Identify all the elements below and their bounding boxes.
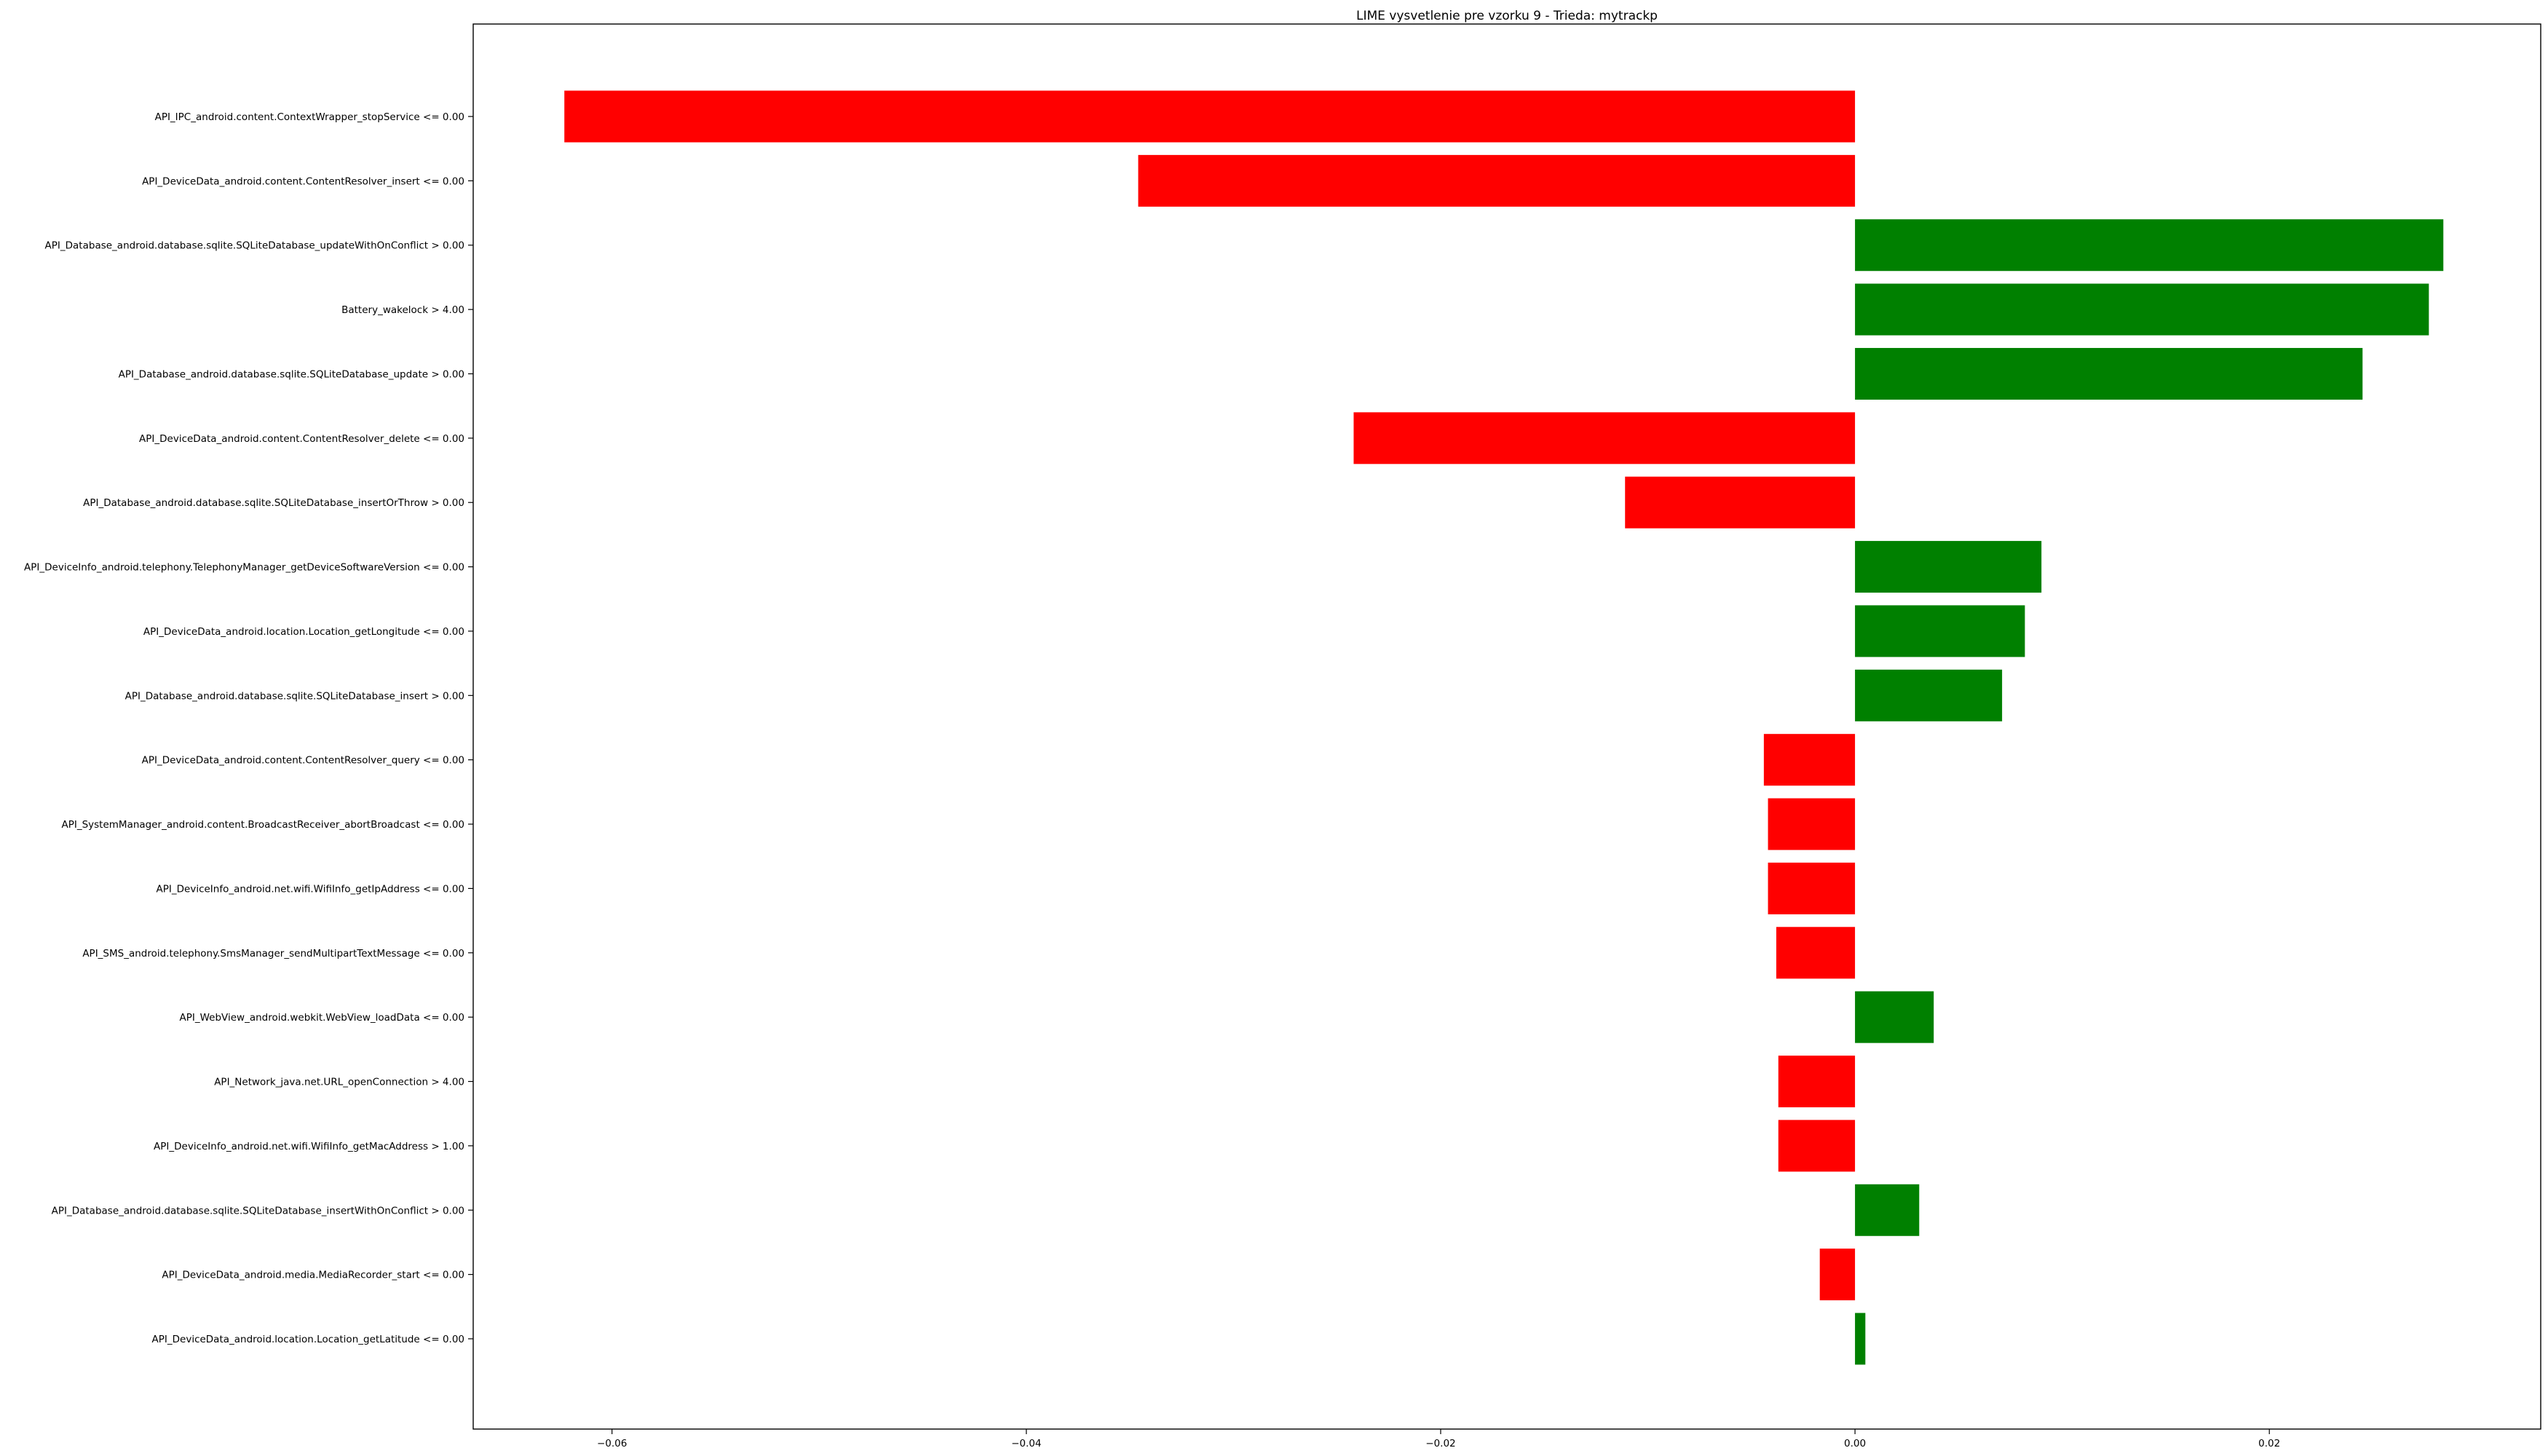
bar [564,90,1856,143]
x-tick-label: −0.04 [1011,1438,1041,1449]
y-tick-label: API_DeviceInfo_android.net.wifi.WifiInfo… [154,1141,464,1152]
y-tick-labels: API_IPC_android.content.ContextWrapper_s… [24,111,473,1345]
chart-title: LIME vysvetlenie pre vzorku 9 - Trieda: … [1356,9,1658,23]
bar [1855,541,2042,593]
y-tick-label: API_DeviceData_android.content.ContentRe… [142,755,464,767]
bar [1855,605,2025,657]
y-tick-label: API_IPC_android.content.ContextWrapper_s… [155,111,464,123]
y-tick-label: API_DeviceData_android.content.ContentRe… [142,175,464,187]
y-tick-label: API_Database_android.database.sqlite.SQL… [45,240,464,252]
bar [1855,669,2003,721]
bar [1819,1249,1856,1301]
bar [1855,1313,1866,1365]
plot-area [472,23,2541,1430]
x-tick-label: −0.02 [1425,1438,1455,1449]
y-tick-label: API_Database_android.database.sqlite.SQL… [83,497,464,509]
y-tick-label: Battery_wakelock > 4.00 [341,304,464,316]
x-tick-label: −0.06 [597,1438,627,1449]
y-tick-label: API_DeviceData_android.media.MediaRecord… [162,1270,464,1281]
bar [1855,219,2444,272]
y-tick-label: API_DeviceData_android.location.Location… [143,626,464,638]
bars-layer [564,90,2444,1365]
y-tick-label: API_SystemManager_android.content.Broadc… [61,819,464,831]
bar [1138,154,1856,207]
bar [1763,734,1856,786]
y-tick-label: API_DeviceData_android.location.Location… [152,1334,464,1345]
y-tick-label: API_DeviceData_android.content.ContentRe… [139,433,464,445]
bar [1776,927,1856,979]
bar [1855,1184,1920,1236]
y-tick-label: API_SMS_android.telephony.SmsManager_sen… [82,948,464,960]
y-tick-label: API_Database_android.database.sqlite.SQL… [125,690,464,702]
bar [1625,476,1856,529]
x-tick-label: 0.02 [2258,1438,2280,1449]
bar [1778,1120,1856,1172]
y-tick-label: API_Network_java.net.URL_openConnection … [214,1077,464,1088]
bar [1353,412,1856,464]
bar [1768,862,1856,914]
y-tick-label: API_Database_android.database.sqlite.SQL… [52,1205,464,1216]
y-tick-label: API_DeviceInfo_android.net.wifi.WifiInfo… [157,883,464,895]
y-tick-label: API_Database_android.database.sqlite.SQL… [119,368,464,380]
bar [1855,347,2363,400]
bar [1778,1056,1856,1108]
bar [1855,283,2429,336]
bar [1768,798,1856,850]
y-tick-label: API_WebView_android.webkit.WebView_loadD… [180,1012,465,1024]
x-tick-label: 0.00 [1844,1438,1866,1449]
bar [1855,991,1934,1043]
x-axis-ticks: −0.06 −0.04 −0.02 0.00 0.02 [597,1429,2280,1449]
y-tick-label: API_DeviceInfo_android.telephony.Telepho… [24,562,464,574]
